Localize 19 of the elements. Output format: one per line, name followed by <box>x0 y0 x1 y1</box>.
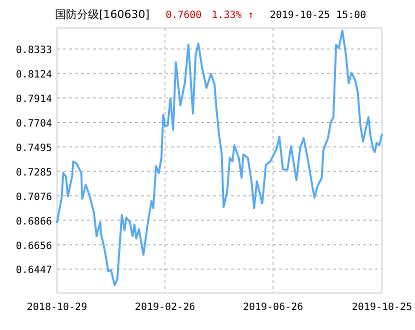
text: 0.7600 <box>166 10 202 21</box>
y-tick-label: 0.7704 <box>16 118 52 130</box>
line-series <box>56 30 383 286</box>
y-tick-label: 0.7076 <box>16 192 52 203</box>
x-tick-label: 2019-02-26 <box>134 302 196 313</box>
y-tick-label: 0.6447 <box>16 265 52 276</box>
y-tick-label: 0.7285 <box>16 167 52 178</box>
chart-title: 国防分级[160630] <box>55 8 150 21</box>
y-tick-label: 0.6656 <box>16 240 52 252</box>
y-tick-label: 0.6866 <box>16 216 52 228</box>
y-tick-label: 0.7914 <box>16 94 52 105</box>
text: 1.33% ↑ <box>212 10 254 21</box>
x-tick-label: 2019-06-26 <box>242 302 304 313</box>
y-tick-label: 0.8124 <box>16 69 52 80</box>
x-tick-label: 2018-10-29 <box>26 302 88 313</box>
y-tick-label: 0.7495 <box>16 142 52 154</box>
x-tick-label: 2019-10-25 <box>352 302 412 313</box>
text: 2019-10-25 15:00 <box>270 10 366 21</box>
y-tick-label: 0.8333 <box>16 45 52 56</box>
